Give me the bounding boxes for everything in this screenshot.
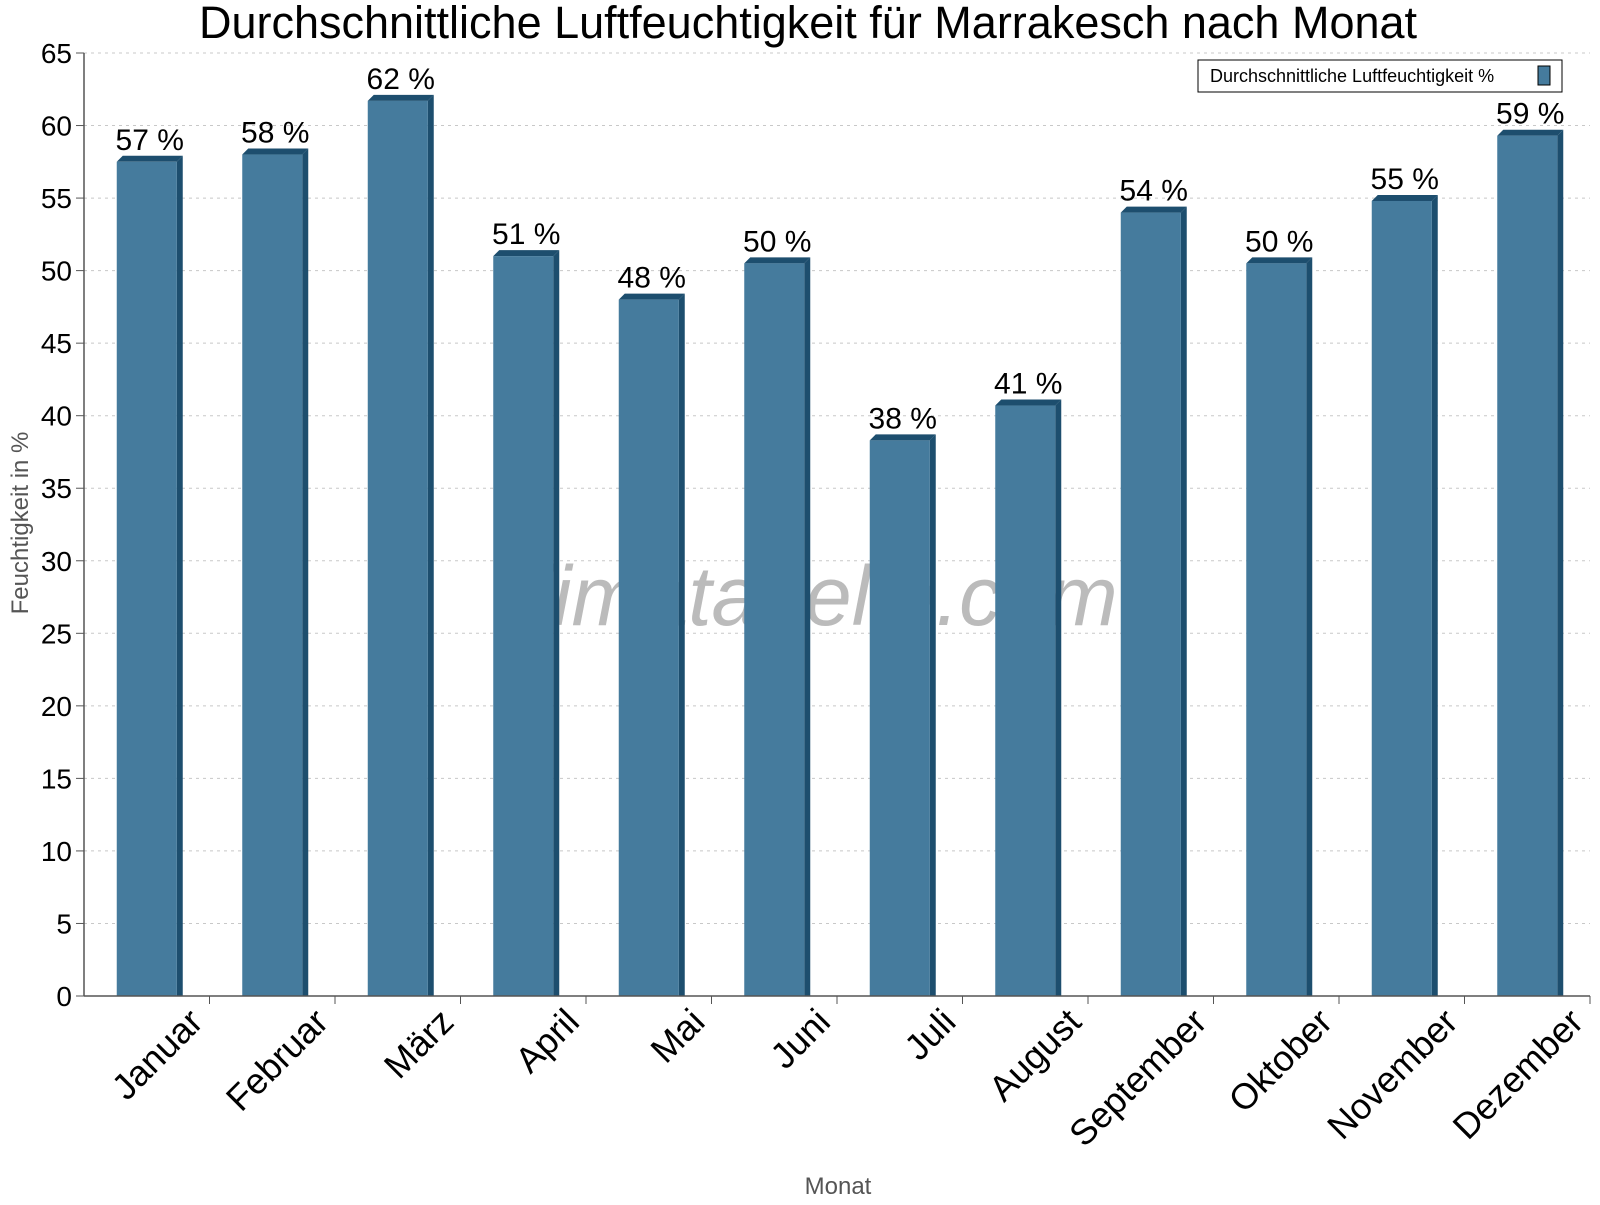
- legend-swatch: [1537, 65, 1551, 86]
- bar: [116, 161, 177, 997]
- data-label: 41 %: [994, 368, 1062, 401]
- x-category-label: Juni: [762, 1001, 838, 1077]
- bar-top: [367, 94, 434, 101]
- y-tick-label: 65: [41, 38, 72, 69]
- bar-side: [1055, 399, 1062, 996]
- data-label: 50 %: [743, 225, 811, 258]
- bar: [618, 299, 679, 997]
- x-category-label: Oktober: [1220, 1001, 1340, 1121]
- bar-top: [242, 148, 309, 155]
- legend-box: [1197, 59, 1563, 93]
- x-axis-title: Monat: [805, 1173, 872, 1200]
- bar-top: [995, 399, 1062, 406]
- bar-side: [1306, 257, 1313, 996]
- bar-side: [804, 257, 811, 996]
- x-category-label: April: [507, 1001, 587, 1081]
- data-label: 54 %: [1120, 175, 1188, 208]
- bar-side: [1557, 129, 1564, 996]
- data-label: 55 %: [1371, 163, 1439, 196]
- y-tick-label: 10: [41, 836, 72, 867]
- bar-top: [493, 250, 560, 257]
- x-category-label: Februar: [218, 1001, 336, 1119]
- bar-side: [553, 250, 560, 997]
- x-category-label: Juli: [896, 1001, 963, 1068]
- x-category-label: September: [1061, 1001, 1215, 1155]
- data-label: 38 %: [869, 402, 937, 435]
- bar-top: [618, 293, 685, 300]
- bar-side: [1180, 206, 1187, 997]
- bars: 57 % 58 % 62 % 51 % 48 % 50 % 38 % 41 % 54 % 50 %…: [116, 63, 1564, 997]
- x-category-label: Mai: [642, 1001, 712, 1071]
- bar-top: [1120, 206, 1187, 213]
- bar-top: [116, 155, 183, 162]
- bar-top: [1497, 129, 1564, 136]
- bar-side: [427, 94, 434, 997]
- x-category-label: November: [1319, 1001, 1465, 1147]
- y-tick-label: 30: [41, 546, 72, 577]
- y-tick-label: 5: [56, 908, 72, 939]
- bar-side: [176, 155, 183, 997]
- bar: [1371, 200, 1432, 996]
- data-label: 48 %: [618, 262, 686, 295]
- y-tick-label: 25: [41, 618, 72, 649]
- grid-lines: [84, 52, 1590, 924]
- bar: [493, 256, 554, 997]
- y-tick-label: 55: [41, 183, 72, 214]
- bar-side: [678, 293, 685, 997]
- data-label: 62 %: [367, 63, 435, 96]
- y-tick-label: 45: [41, 328, 72, 359]
- y-axis-title: Feuchtigkeit in %: [7, 432, 34, 615]
- y-tick-label: 60: [41, 111, 72, 142]
- data-label: 59 %: [1496, 98, 1564, 131]
- bar-side: [929, 434, 936, 997]
- y-tick-label: 20: [41, 691, 72, 722]
- data-label: 58 %: [241, 117, 309, 150]
- y-tick-label: 15: [41, 763, 72, 794]
- x-category-label: Januar: [104, 1001, 211, 1108]
- bar-top: [744, 257, 811, 264]
- bar-top: [1371, 194, 1438, 201]
- data-label: 51 %: [492, 218, 560, 251]
- bar: [1497, 135, 1558, 996]
- bar: [744, 263, 805, 996]
- bar: [1120, 212, 1181, 997]
- bar-side: [1431, 194, 1438, 996]
- bar: [1246, 263, 1307, 996]
- bar-top: [1246, 257, 1313, 264]
- bar-top: [869, 434, 936, 441]
- y-tick-label: 50: [41, 256, 72, 287]
- y-tick-label: 40: [41, 401, 72, 432]
- legend: Durchschnittliche Luftfeuchtigkeit %: [1197, 59, 1563, 93]
- bar: [869, 440, 930, 997]
- x-category-label: Dezember: [1444, 1001, 1590, 1147]
- x-category-label: März: [376, 1001, 462, 1087]
- bar: [367, 100, 428, 997]
- chart-title: Durchschnittliche Luftfeuchtigkeit für M…: [199, 0, 1418, 48]
- data-label: 57 %: [116, 124, 184, 157]
- legend-label: Durchschnittliche Luftfeuchtigkeit %: [1210, 66, 1494, 86]
- bar-side: [302, 148, 309, 997]
- data-label: 50 %: [1245, 225, 1313, 258]
- y-tick-label: 0: [56, 981, 72, 1012]
- bar: [242, 154, 303, 997]
- bar: [995, 405, 1056, 996]
- y-tick-label: 35: [41, 473, 72, 504]
- x-category-label: August: [981, 1001, 1089, 1109]
